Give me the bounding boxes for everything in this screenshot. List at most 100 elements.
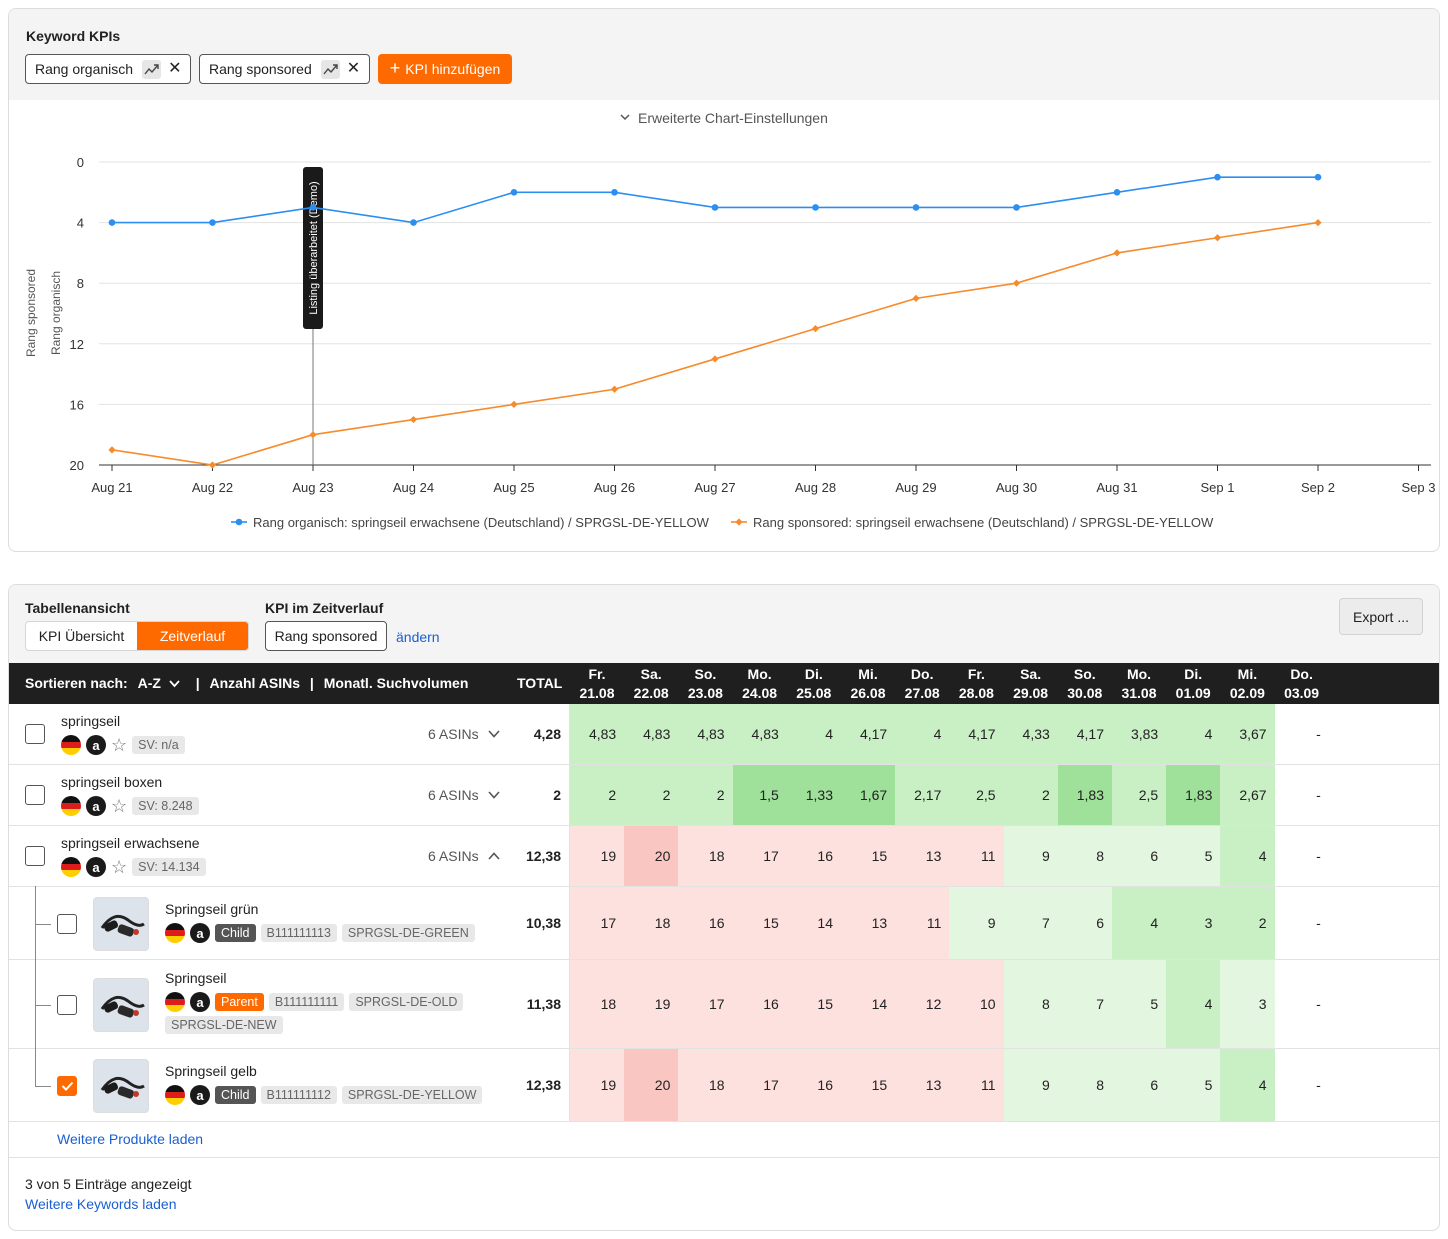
sort-by-asins[interactable]: Anzahl ASINs [209,675,301,691]
trend-icon[interactable] [320,59,340,79]
chip-label: Rang organisch [35,61,134,77]
row-checkbox[interactable] [57,914,77,934]
day-value-cell: 2,5 [1112,765,1167,825]
date-label: 27.08 [904,685,940,701]
day-value-cell: - [1316,787,1321,803]
load-more-products-link[interactable]: Weitere Produkte laden [57,1131,204,1147]
weekday-label: Mi. [1237,666,1258,682]
star-icon[interactable]: ☆ [111,857,128,877]
row-checkbox[interactable] [57,1076,77,1096]
product-row[interactable]: Springseil grün a Child B111111113 SPRGSL-DE… [9,886,1439,960]
y-axis-label-sponsored: Rang sponsored [24,269,38,357]
day-value-cell: 1,83 [1057,765,1112,825]
star-icon[interactable]: ☆ [111,735,128,755]
view-option-kpi-uebersicht[interactable]: KPI Übersicht [38,628,125,644]
day-column-header: Fr. 28.08 [949,665,1003,703]
asin-count-toggle[interactable]: 6 ASINs [428,786,501,803]
row-checkbox[interactable] [25,785,45,805]
day-value-cell: 4 [1220,1049,1275,1121]
kpi-chip-rang-sponsored[interactable]: Rang sponsored ✕ [199,54,371,84]
day-value-cell: 18 [678,1049,733,1121]
keyword-kpi-chart-card: Keyword KPIs Rang organisch ✕ Rang spons… [8,8,1440,552]
date-label: 31.08 [1121,685,1157,701]
product-meta: a Parent B111111111 SPRGSL-DE-OLD [165,992,464,1012]
product-name[interactable]: Springseil grün [165,901,259,917]
day-value-cell: 1,67 [841,765,896,825]
y-tick-label: 4 [77,216,84,231]
kpi-chip-rang-organisch[interactable]: Rang organisch ✕ [25,54,192,84]
view-option-zeitverlauf[interactable]: Zeitverlauf [137,622,248,650]
product-row[interactable]: Springseil a Parent B111111111 SPRGSL-DE-OLD… [9,960,1439,1050]
product-name[interactable]: Springseil [165,970,227,986]
data-point [510,400,518,408]
data-point [711,204,719,211]
day-value-cell: - [1316,1077,1321,1093]
table-toolbar: Tabellenansicht KPI Übersicht Zeitverlau… [9,585,1439,663]
day-value-cell: 1,5 [732,765,787,825]
row-total: 12,38 [509,826,570,886]
sort-select[interactable]: A-Z [138,675,184,691]
amazon-icon: a [190,1085,210,1105]
day-value-cell: 16 [732,960,787,1048]
keyword-row[interactable]: springseil a ☆ SV: n/a 6 ASINs 4,28 4,83 4,83 4… [9,704,1439,765]
change-kpi-link[interactable]: ändern [396,629,440,645]
day-value-cell: 15 [841,1049,896,1121]
day-value-cell: 4 [1166,704,1221,764]
germany-flag-icon [61,796,81,816]
x-tick-label: Aug 26 [594,480,635,495]
day-value-cell: 13 [895,826,950,886]
keyword-name[interactable]: springseil [61,713,121,729]
close-icon[interactable]: ✕ [346,60,361,77]
day-value-cell: 2 [570,765,625,825]
data-point [309,431,317,439]
add-kpi-button[interactable]: + KPI hinzufügen [378,54,512,84]
chip-label: Rang sponsored [209,61,312,77]
day-value-cell: 19 [570,826,625,886]
data-point [208,461,217,469]
kpi-select[interactable]: Rang sponsored [265,621,387,651]
sort-label: Sortieren nach: [25,675,128,691]
y-tick-label: 16 [70,397,84,412]
keyword-name[interactable]: springseil boxen [61,774,163,790]
row-checkbox[interactable] [25,724,45,744]
advanced-chart-settings-toggle[interactable]: Erweiterte Chart-Einstellungen [9,108,1439,126]
asin-count-toggle[interactable]: 6 ASINs [428,847,501,864]
data-point [912,204,920,211]
weekday-label: Mi. [858,666,878,682]
keyword-name[interactable]: springseil erwachsene [61,835,200,851]
sort-by-search-volume[interactable]: Monatl. Suchvolumen [323,675,469,691]
asin-tag: B111111113 [260,924,337,942]
row-checkbox[interactable] [25,846,45,866]
line-chart: 0 4 8 12 16 20 Aug 21 Aug 22 Aug 23 Aug 24 Aug 25 A… [24,155,1435,530]
day-value-cell: 10 [949,960,1004,1048]
day-value-cell: 9 [1003,1049,1058,1121]
sku-tag: SPRGSL-DE-GREEN [341,924,475,942]
close-icon[interactable]: ✕ [168,60,182,77]
tree-line [35,1005,51,1006]
asin-count-toggle[interactable]: 6 ASINs [428,725,501,742]
data-point [1214,173,1221,181]
x-tick-label: Aug 22 [192,480,233,495]
data-point [510,189,518,196]
checkmark-icon [61,1081,73,1091]
load-more-keywords-link[interactable]: Weitere Keywords laden [25,1196,177,1212]
star-icon[interactable]: ☆ [111,796,128,816]
product-row[interactable]: Springseil gelb a Child B111111112 SPRGSL-DE… [9,1049,1439,1122]
date-label: 21.08 [579,685,615,701]
data-point [912,294,920,302]
date-label: 28.08 [958,685,994,701]
data-point [409,415,418,424]
day-value-cell: 2 [1003,765,1058,825]
y-tick-label: 12 [70,337,84,352]
keyword-row[interactable]: springseil erwachsene a ☆ SV: 14.134 6 ASINs… [9,826,1439,887]
export-button[interactable]: Export ... [1339,598,1423,635]
row-total: 10,38 [509,887,570,959]
trend-icon[interactable] [142,59,162,79]
product-name[interactable]: Springseil gelb [165,1063,257,1079]
data-point [611,189,618,196]
amazon-icon: a [86,796,106,816]
row-checkbox[interactable] [57,995,77,1015]
day-column-header: Do. 27.08 [895,665,949,703]
day-value-cell: 4,83 [570,704,625,764]
